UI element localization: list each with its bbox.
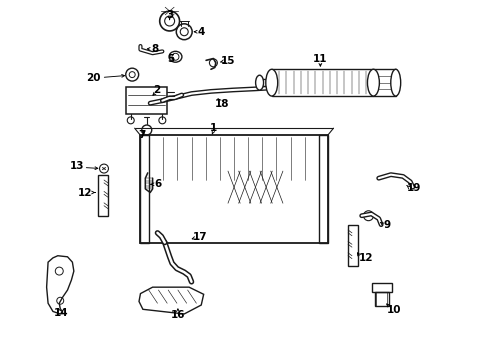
Bar <box>348 225 358 266</box>
Text: 8: 8 <box>151 44 159 54</box>
Text: 2: 2 <box>153 85 160 95</box>
Bar <box>141 135 328 243</box>
Text: 4: 4 <box>197 27 205 37</box>
Text: 16: 16 <box>171 310 185 320</box>
Text: 7: 7 <box>139 130 146 140</box>
Text: 6: 6 <box>154 179 162 189</box>
Text: 12: 12 <box>358 253 373 263</box>
Ellipse shape <box>256 75 264 90</box>
Text: 3: 3 <box>166 10 173 20</box>
Bar <box>141 135 149 243</box>
Text: 18: 18 <box>215 99 229 109</box>
Text: 13: 13 <box>70 161 84 171</box>
Text: 10: 10 <box>387 305 401 315</box>
Text: 12: 12 <box>78 188 93 198</box>
Text: 17: 17 <box>193 232 208 242</box>
Bar <box>372 283 392 292</box>
Text: 14: 14 <box>54 308 69 318</box>
Bar <box>98 175 108 216</box>
Polygon shape <box>139 287 204 314</box>
Bar <box>319 135 328 243</box>
Ellipse shape <box>266 69 278 96</box>
Text: 15: 15 <box>220 56 235 66</box>
Text: 9: 9 <box>384 220 391 230</box>
Bar <box>126 87 167 114</box>
Text: 5: 5 <box>168 54 175 64</box>
Text: 20: 20 <box>86 73 100 83</box>
Bar <box>373 69 396 96</box>
Bar <box>375 292 390 306</box>
Text: 11: 11 <box>313 54 328 64</box>
Text: 19: 19 <box>407 183 421 193</box>
Bar <box>272 69 373 96</box>
Ellipse shape <box>368 69 379 96</box>
Polygon shape <box>47 256 74 314</box>
Ellipse shape <box>391 69 401 96</box>
Text: 1: 1 <box>210 123 217 133</box>
